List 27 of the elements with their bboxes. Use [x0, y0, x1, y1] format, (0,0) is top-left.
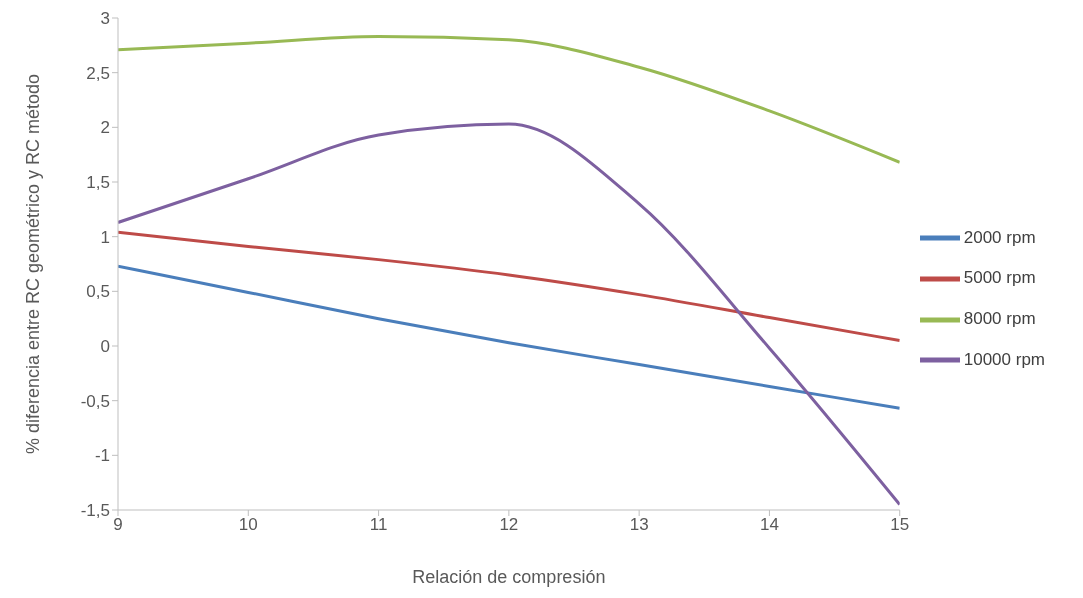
x-tick-label: 13: [629, 515, 649, 535]
y-tick-label: 1: [100, 227, 110, 247]
x-tick-label: 10: [238, 515, 258, 535]
x-tick-label: 9: [113, 515, 123, 535]
y-axis-title: % diferencia entre RC geométrico y RC método: [23, 73, 44, 455]
legend-label: 10000 rpm: [963, 349, 1045, 369]
legend-label: 8000 rpm: [963, 309, 1036, 328]
y-tick-label: -1: [94, 446, 110, 466]
y-tick-label: 0,5: [86, 282, 110, 302]
y-tick-label: 1,5: [86, 173, 110, 193]
x-tick-label: 11: [369, 515, 388, 535]
x-tick-label: 12: [499, 515, 519, 535]
x-tick-label: 14: [759, 515, 779, 535]
line-series: [118, 264, 900, 410]
legend-label: 5000 rpm: [963, 268, 1036, 288]
y-tick-label: 2,5: [86, 63, 110, 83]
y-tick-label: -1,5: [80, 501, 110, 521]
y-tick-label: 0: [100, 337, 110, 357]
x-axis-title: Relación de compresión: [412, 566, 606, 587]
y-tick-label: 3: [100, 9, 110, 29]
y-tick-label: 2: [100, 118, 110, 138]
y-tick-label: -0,5: [80, 391, 110, 411]
x-tick-label: 15: [890, 515, 910, 535]
line-series: [118, 122, 900, 507]
line-series: [118, 35, 900, 164]
legend-label: 2000 rpm: [963, 227, 1036, 247]
line-series: [118, 230, 900, 343]
